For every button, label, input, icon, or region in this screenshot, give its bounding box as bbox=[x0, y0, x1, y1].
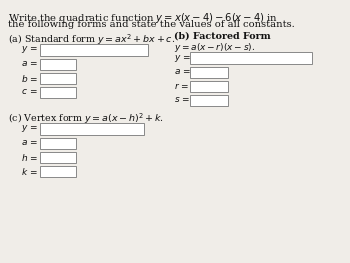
Text: (a) Standard form $y = ax^2 + bx + c$.: (a) Standard form $y = ax^2 + bx + c$. bbox=[7, 32, 175, 47]
FancyBboxPatch shape bbox=[190, 67, 228, 78]
FancyBboxPatch shape bbox=[190, 52, 312, 64]
Text: $y\,=$: $y\,=$ bbox=[21, 123, 38, 134]
FancyBboxPatch shape bbox=[40, 59, 76, 70]
Text: $y\,=$: $y\,=$ bbox=[174, 53, 191, 64]
Text: $y = a(x - r)(x - s)$.: $y = a(x - r)(x - s)$. bbox=[174, 41, 255, 54]
Text: $r\,=$: $r\,=$ bbox=[174, 81, 189, 91]
Text: $k\,=$: $k\,=$ bbox=[21, 166, 38, 177]
Text: Write the quadratic function $y = x(x-4) - 6(x-4)$ in: Write the quadratic function $y = x(x-4)… bbox=[7, 11, 278, 25]
FancyBboxPatch shape bbox=[40, 166, 76, 177]
Text: $a\,=$: $a\,=$ bbox=[21, 59, 38, 68]
Text: $h\,=$: $h\,=$ bbox=[21, 152, 38, 163]
Text: $a\,=$: $a\,=$ bbox=[174, 67, 191, 76]
Text: the following forms and state the values of all constants.: the following forms and state the values… bbox=[7, 20, 294, 29]
Text: $b\,=$: $b\,=$ bbox=[21, 73, 38, 84]
FancyBboxPatch shape bbox=[190, 81, 228, 92]
Text: $y\,=$: $y\,=$ bbox=[21, 44, 38, 55]
FancyBboxPatch shape bbox=[40, 138, 76, 149]
FancyBboxPatch shape bbox=[190, 95, 228, 106]
FancyBboxPatch shape bbox=[40, 152, 76, 163]
FancyBboxPatch shape bbox=[40, 87, 76, 98]
FancyBboxPatch shape bbox=[40, 44, 148, 56]
Text: $c\,=$: $c\,=$ bbox=[21, 87, 37, 96]
FancyBboxPatch shape bbox=[40, 123, 144, 135]
Text: $a\,=$: $a\,=$ bbox=[21, 138, 38, 147]
Text: $s\,=$: $s\,=$ bbox=[174, 95, 190, 104]
FancyBboxPatch shape bbox=[40, 73, 76, 84]
Text: (c) Vertex form $y = a(x - h)^2 + k$.: (c) Vertex form $y = a(x - h)^2 + k$. bbox=[7, 111, 163, 126]
Text: (b) Factored Form: (b) Factored Form bbox=[174, 32, 270, 41]
